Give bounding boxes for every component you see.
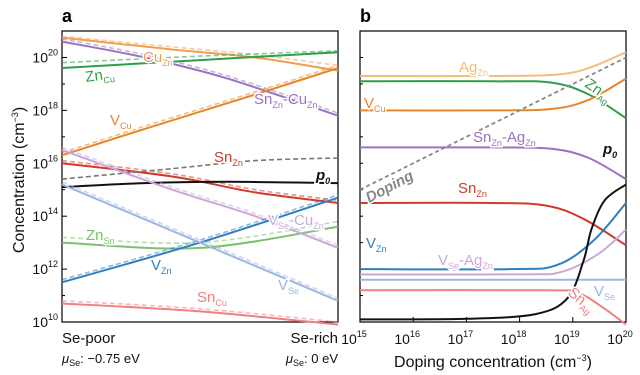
series-label: VZn <box>366 235 387 254</box>
series-a-line-3 <box>61 67 339 157</box>
series-a-dashed-10 <box>61 300 339 323</box>
series-label: SnZn <box>214 149 243 168</box>
series-label: VSe <box>278 277 299 296</box>
series-a-line-7 <box>61 149 339 249</box>
x-tick-label-b-17: 1017 <box>448 329 474 347</box>
panel-a-label: a <box>62 6 73 26</box>
series-label: AgZn <box>459 59 488 78</box>
series-a-line-2 <box>61 40 339 117</box>
series-label: VCu <box>364 95 386 114</box>
y-axis-title: Concentration (cm−3) <box>10 107 28 253</box>
series-a-dashed-7 <box>61 146 339 247</box>
series-label: ZnCu <box>84 65 115 88</box>
series-label: CuZn <box>143 49 173 68</box>
series-a-line-9 <box>61 183 339 302</box>
series-label: SnZn <box>458 180 487 199</box>
panel-a-frame <box>61 30 339 323</box>
x-category-se-poor: Se-poor <box>62 330 115 347</box>
y-tick-label-a-12: 1012 <box>32 259 58 277</box>
series-a-line-0 <box>61 36 339 72</box>
mu-se-rich: μSe: 0 eV <box>285 351 338 368</box>
x-axis-title-b: Doping concentration (cm−3) <box>394 353 592 371</box>
panel-a-series <box>61 35 339 326</box>
series-b-line-2 <box>359 77 627 112</box>
series-a-line-4 <box>61 162 339 204</box>
series-a-line-10 <box>61 302 339 326</box>
y-tick-label-a-20: 1020 <box>32 47 58 65</box>
y-tick-label-a-16: 1016 <box>32 153 58 171</box>
x-tick-label-b-20: 1020 <box>607 329 633 347</box>
series-b-line-0 <box>359 51 627 78</box>
series-label: SnZn-CuZn <box>254 91 318 110</box>
panel-b-frame <box>359 30 627 323</box>
x-category-se-rich: Se-rich <box>290 330 338 347</box>
series-label: VSe-CuZn <box>268 212 324 231</box>
series-a-dashed-3 <box>61 64 339 154</box>
series-b-line-10 <box>359 56 627 191</box>
panel-b-series <box>359 51 627 326</box>
x-tick-label-b-16: 1016 <box>394 329 420 347</box>
series-b-line-4 <box>359 201 627 247</box>
series-label: VZn <box>151 257 172 276</box>
y-tick-label-a-14: 1014 <box>32 206 58 224</box>
series-a-dashed-1 <box>61 50 339 64</box>
series-label: SnCu <box>197 289 227 308</box>
series-label: ZnSn <box>86 227 115 246</box>
series-label: ZnAg <box>581 75 615 107</box>
y-tick-label-a-10: 1010 <box>32 312 58 330</box>
series-b-line-9 <box>359 183 627 321</box>
series-label: VCu <box>110 112 132 131</box>
series-a-dashed-8 <box>61 194 339 281</box>
series-label: SnZn-AgZn <box>473 129 536 148</box>
series-label: VSe-AgZn <box>438 252 493 271</box>
series-a-dashed-9 <box>61 181 339 299</box>
series-b-line-6 <box>359 228 627 276</box>
panel-b-axes: 1015 1016 1017 1018 1019 1020 <box>341 30 633 347</box>
series-a-line-5 <box>61 180 339 189</box>
series-label: p0 <box>602 141 617 160</box>
series-label: p0 <box>315 167 330 186</box>
panel-a-axes: 1010 1012 1014 1016 1018 1020 <box>32 47 67 330</box>
mu-se-poor: μSe: −0.75 eV <box>61 351 140 368</box>
x-tick-label-b-18: 1018 <box>501 329 527 347</box>
series-b-line-3 <box>359 146 627 180</box>
x-tick-label-b-15: 1015 <box>341 329 367 347</box>
series-b-line-8 <box>359 289 627 326</box>
x-tick-label-b-19: 1019 <box>554 329 580 347</box>
doping-label: Doping <box>363 167 417 206</box>
y-tick-label-a-18: 1018 <box>32 100 58 118</box>
series-a-dashed-4 <box>61 159 339 202</box>
panel-b-label: b <box>360 6 371 26</box>
series-label: VSe <box>594 283 615 302</box>
series-b-line-1 <box>359 80 627 120</box>
series-b-line-5 <box>359 202 627 271</box>
series-a-line-1 <box>61 51 339 69</box>
series-a-dashed-2 <box>61 38 339 114</box>
